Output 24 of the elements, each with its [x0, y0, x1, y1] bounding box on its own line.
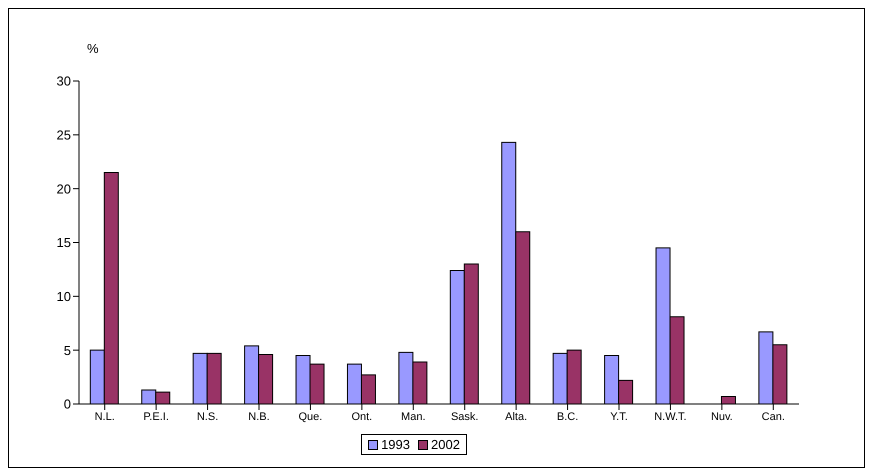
- x-tick-label: Alta.: [505, 410, 528, 423]
- legend-label: 1993: [380, 437, 410, 452]
- x-tick-label: Que.: [298, 410, 322, 423]
- x-tick-label: Y.T.: [610, 410, 628, 423]
- x-tick-label: B.C.: [556, 410, 578, 423]
- x-tick-label: Can.: [762, 410, 785, 423]
- y-axis-title: %: [87, 41, 99, 56]
- x-tick-label: Man.: [401, 410, 426, 423]
- x-tick-label: N.L.: [94, 410, 115, 423]
- legend-label: 2002: [430, 437, 460, 452]
- x-tick-label: Sask.: [450, 410, 478, 423]
- y-tick-label: 30: [56, 74, 71, 89]
- x-tick-label: N.B.: [248, 410, 270, 423]
- x-tick-label: Ont.: [351, 410, 372, 423]
- x-tick-label: Nuv.: [710, 410, 733, 423]
- y-tick-label: 20: [56, 181, 71, 196]
- x-tick-label: P.E.I.: [143, 410, 169, 423]
- y-tick-label: 0: [64, 396, 71, 412]
- y-tick-label: 25: [56, 127, 71, 142]
- y-tick-label: 10: [56, 288, 71, 304]
- x-tick-label: N.S.: [196, 410, 218, 423]
- y-tick-label: 5: [64, 342, 71, 358]
- y-tick-label: 15: [56, 235, 71, 250]
- x-tick-label: N.W.T.: [654, 410, 687, 423]
